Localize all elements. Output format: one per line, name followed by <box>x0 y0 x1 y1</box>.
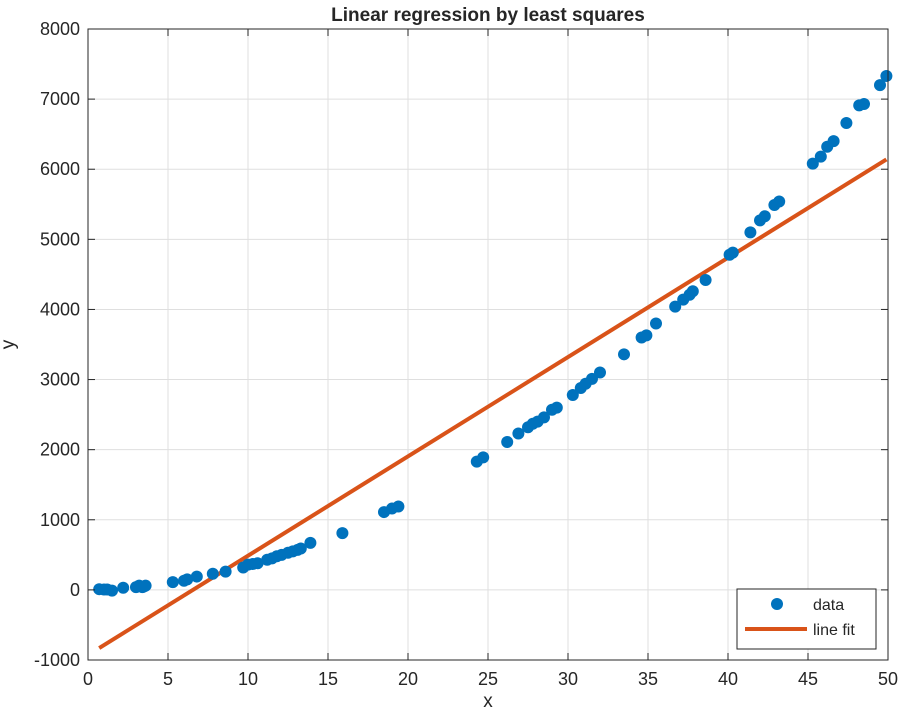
data-point <box>501 435 514 448</box>
y-tick-label: 4000 <box>40 299 80 319</box>
x-tick-label: 30 <box>558 669 578 689</box>
data-point <box>814 150 827 163</box>
data-point <box>640 329 653 342</box>
x-tick-label: 25 <box>478 669 498 689</box>
data-point <box>880 69 893 82</box>
series-layer <box>93 69 893 650</box>
data-point <box>618 348 630 361</box>
data-point <box>650 317 662 330</box>
fit-line <box>98 157 888 650</box>
legend-label-data: data <box>813 597 844 614</box>
legend-label-fit: line fit <box>813 622 855 639</box>
x-axis-label: x <box>483 691 493 712</box>
x-tick-label: 5 <box>163 669 173 689</box>
y-ticks: -1000 0 1000 2000 3000 4000 5000 6000 7000 8000 <box>34 19 888 670</box>
data-point <box>304 536 317 549</box>
x-tick-label: 10 <box>238 669 258 689</box>
data-point <box>550 401 563 414</box>
data-point <box>744 226 757 239</box>
x-tick-label: 50 <box>878 669 898 689</box>
data-point <box>773 195 786 208</box>
data-point <box>512 427 525 440</box>
x-tick-label: 40 <box>718 669 738 689</box>
data-point <box>106 584 118 597</box>
data-point <box>219 565 232 578</box>
data-point <box>686 285 699 298</box>
data-point <box>206 567 219 580</box>
legend: data line fit <box>736 588 877 650</box>
y-tick-label: 3000 <box>40 370 80 390</box>
data-point <box>699 273 712 286</box>
data-point <box>758 210 771 223</box>
data-point <box>139 579 152 592</box>
y-tick-label: 1000 <box>40 510 80 530</box>
y-tick-label: 5000 <box>40 229 80 249</box>
data-point <box>874 79 886 92</box>
y-tick-label: 6000 <box>40 159 80 179</box>
y-tick-label: 0 <box>70 580 80 600</box>
y-tick-label: 8000 <box>40 19 80 39</box>
data-point <box>190 570 203 583</box>
data-point <box>858 98 870 111</box>
legend-marker-data <box>771 598 783 610</box>
data-point <box>294 542 307 555</box>
y-tick-label: 7000 <box>40 89 80 109</box>
data-point <box>566 388 579 401</box>
data-point <box>166 576 179 589</box>
data-point <box>538 411 550 424</box>
x-tick-label: 0 <box>83 669 93 689</box>
x-ticks: 0 5 10 15 20 25 30 35 40 45 50 <box>83 29 898 689</box>
data-point <box>336 527 349 540</box>
data-point <box>117 581 130 594</box>
data-point <box>392 500 405 513</box>
y-tick-label: -1000 <box>34 650 80 670</box>
data-point <box>477 451 490 464</box>
x-tick-label: 15 <box>318 669 338 689</box>
x-tick-label: 35 <box>638 669 658 689</box>
y-axis-label: y <box>0 339 19 349</box>
data-point <box>806 157 819 170</box>
x-tick-label: 45 <box>798 669 818 689</box>
data-point <box>594 366 606 379</box>
data-point <box>181 573 194 586</box>
data-point <box>840 116 853 129</box>
legend-box <box>736 588 877 650</box>
data-point <box>251 557 264 570</box>
data-point <box>669 300 682 313</box>
data-point <box>827 135 840 148</box>
x-tick-label: 20 <box>398 669 418 689</box>
y-tick-label: 2000 <box>40 440 80 460</box>
data-point <box>726 246 739 259</box>
chart-title: Linear regression by least squares <box>331 5 645 26</box>
